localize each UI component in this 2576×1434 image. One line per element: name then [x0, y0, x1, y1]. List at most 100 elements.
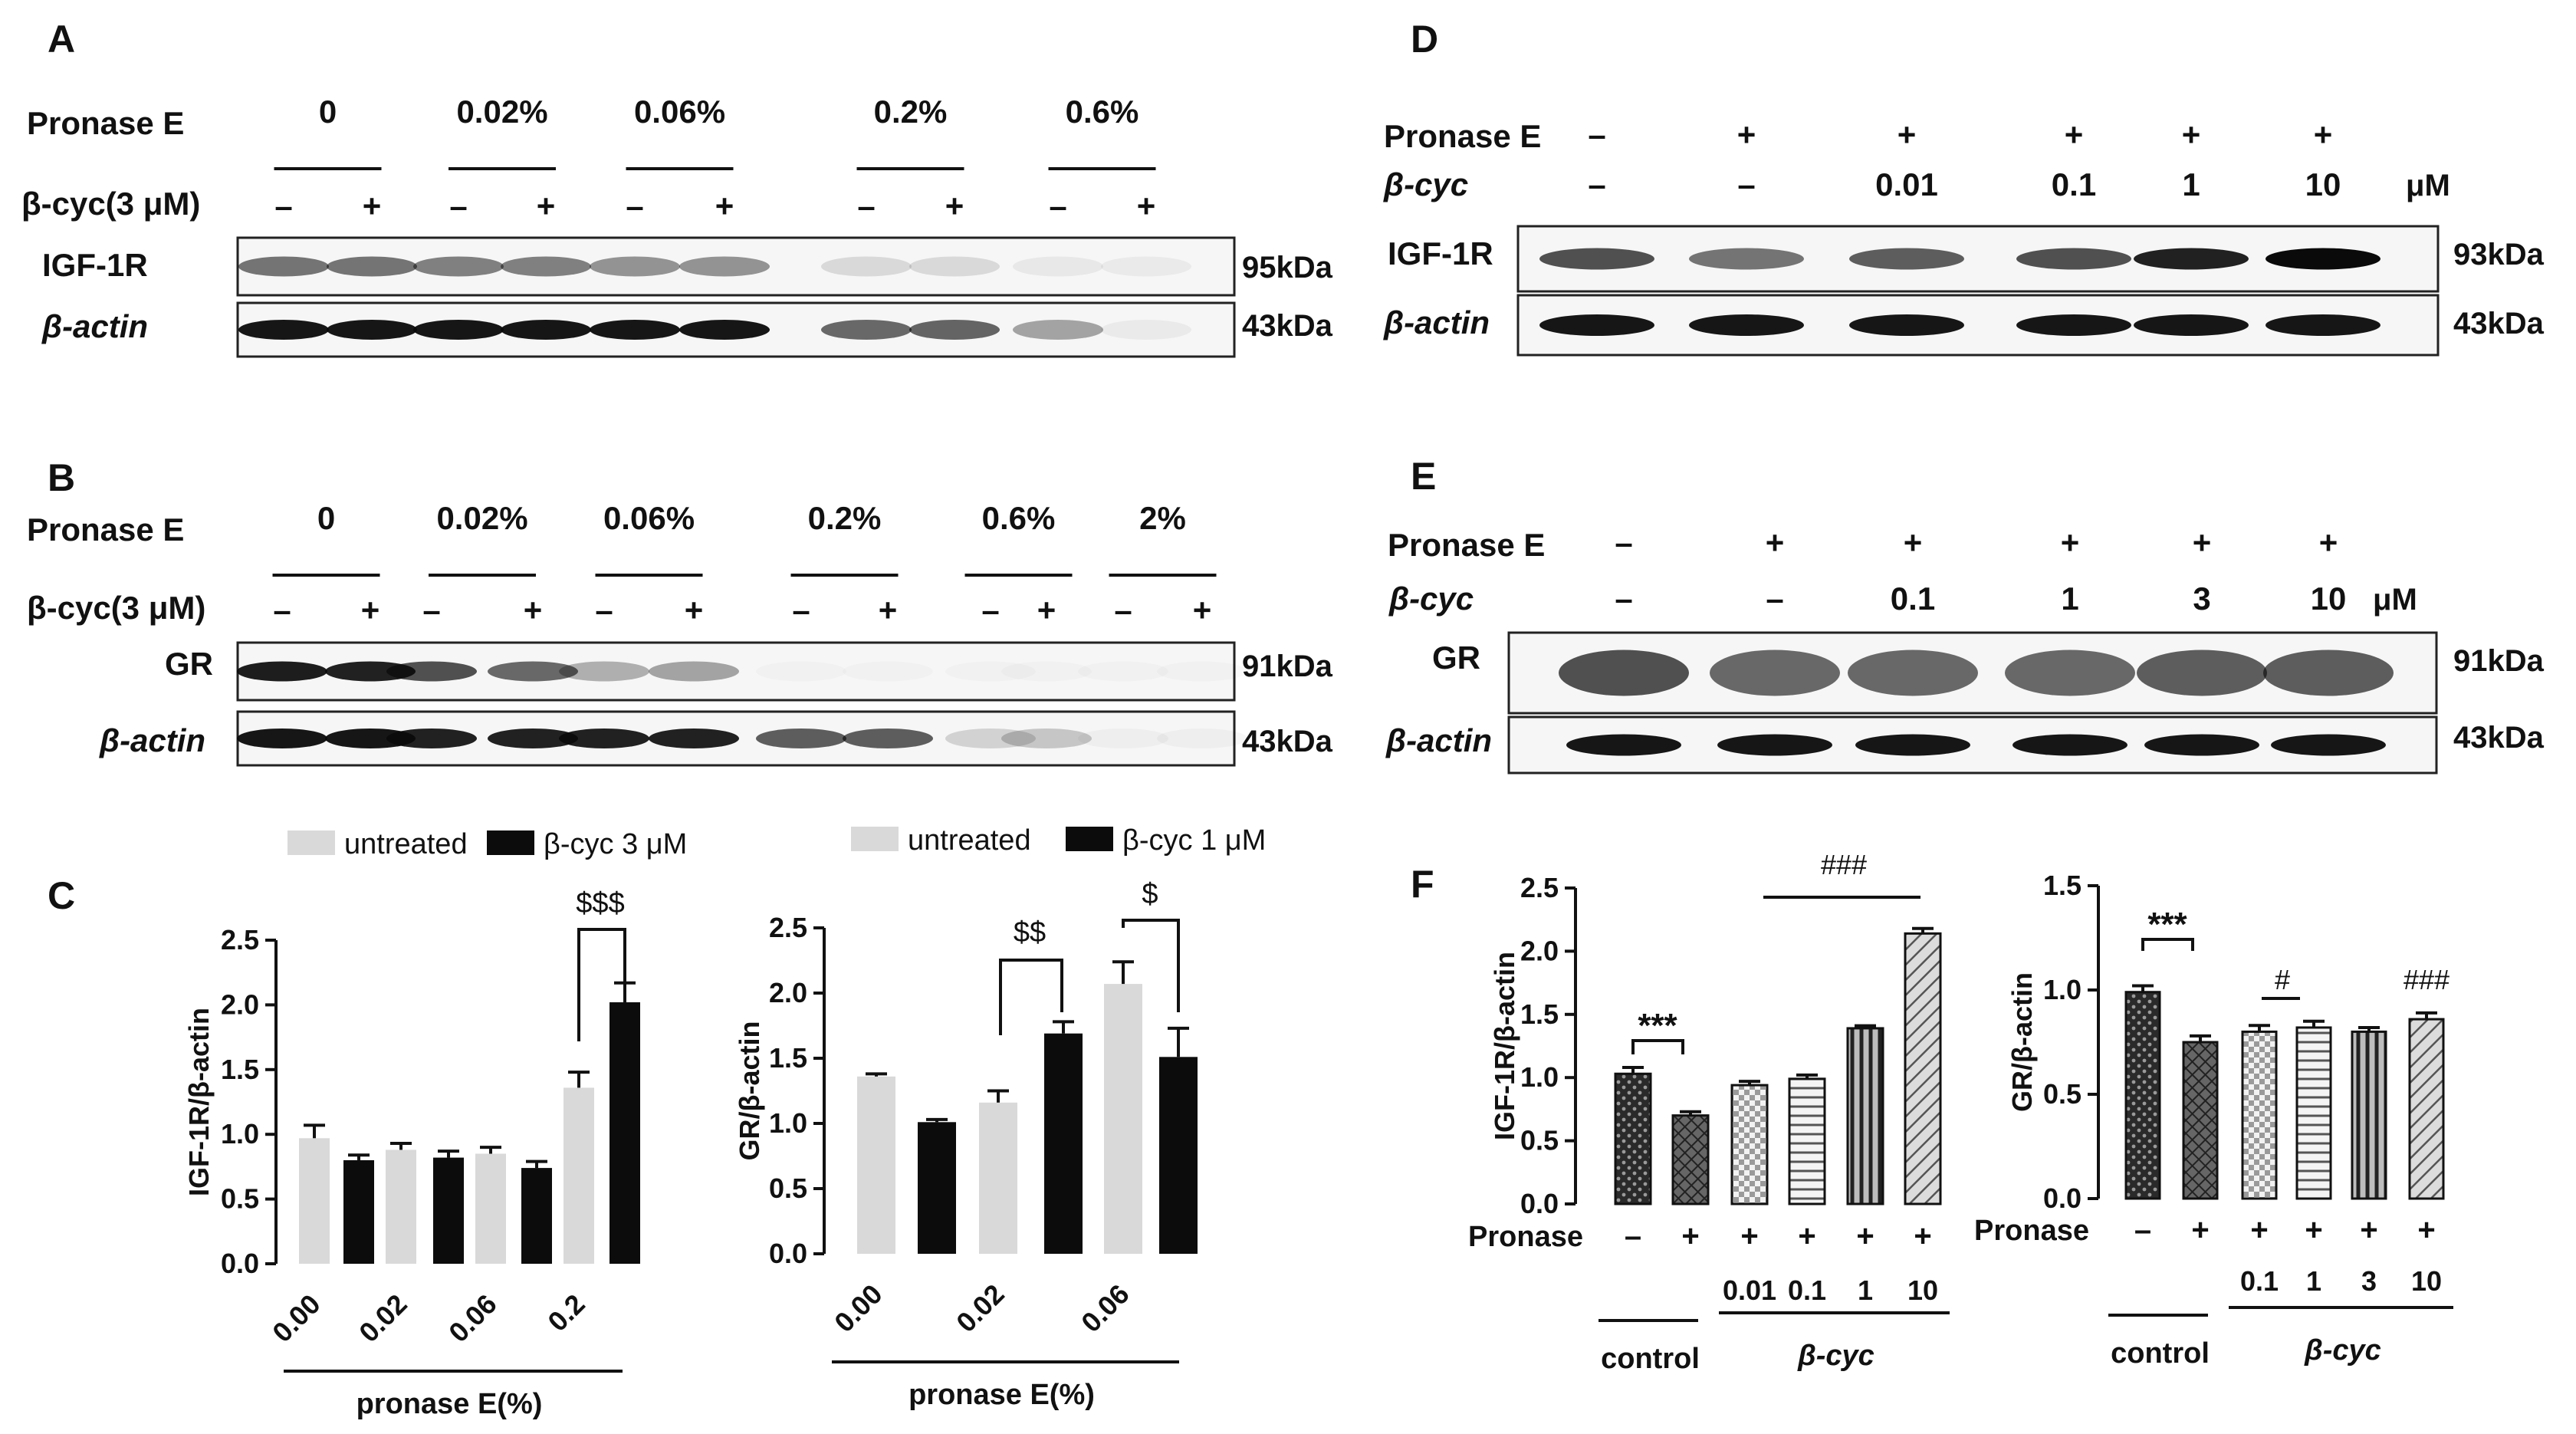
blot-band [386, 661, 477, 682]
blot-band [756, 662, 846, 682]
pronase-sign: + [1856, 1219, 1874, 1253]
blot-b: 0 0.02% 0.06% 0.2% 0.6% 2% – + – + – + – + – + – + [236, 500, 1247, 767]
y-tick-label: 2.5 [1520, 872, 1559, 903]
blot-row-label: β-actin [1385, 722, 1492, 758]
y-tick-label: 1.5 [221, 1054, 259, 1085]
dose-label: 3 [2193, 581, 2210, 617]
blot-band [237, 729, 327, 748]
blot-band [679, 320, 770, 340]
dose-label: 1 [2061, 581, 2078, 617]
significance-bracket [1122, 919, 1180, 1012]
y-tick-label: 2.5 [221, 924, 259, 955]
blot-band [1559, 650, 1689, 696]
protease-label: Pronase E [27, 511, 184, 548]
bar [475, 1153, 506, 1264]
pronase-sign: – [1625, 1219, 1641, 1253]
bar [2295, 1026, 2332, 1200]
significance-mark: ### [1821, 849, 1867, 880]
blot-band [2266, 248, 2380, 270]
y-axis-label: IGF-1R/β-actin [183, 1008, 215, 1196]
bar [521, 1168, 552, 1264]
dose-label: 10 [1907, 1274, 1938, 1306]
treatment-sign: – [1114, 592, 1132, 628]
dose-unit: μM [2373, 583, 2417, 617]
blot-band [1539, 314, 1654, 336]
blot-row-label: IGF-1R [42, 247, 148, 283]
bar [979, 1102, 1017, 1254]
y-tick-label: 2.0 [221, 988, 259, 1020]
pronase-sign: + [1798, 1219, 1815, 1253]
blot-row-label: β-actin [41, 308, 148, 344]
dose-label: 1 [2306, 1265, 2321, 1297]
y-tick-label: 1.0 [1520, 1061, 1559, 1093]
concentration-label: 2% [1139, 500, 1186, 536]
blot-band [1078, 662, 1168, 682]
protease-label: Pronase E [1388, 527, 1545, 563]
panel-e: E Pronase E β-cyc μM GR β-actin 91kDa 43… [1385, 455, 2545, 775]
blot-band [756, 729, 846, 748]
bar [2124, 991, 2161, 1200]
x-tick-label: 0.00 [266, 1288, 327, 1349]
blot-band [909, 256, 1000, 277]
significance-bracket [1631, 1039, 1684, 1054]
blot-band [2016, 314, 2131, 336]
blot-band [843, 662, 933, 682]
bar [1614, 1072, 1652, 1205]
y-tick-label: 0.5 [2043, 1078, 2082, 1110]
bar [386, 1150, 416, 1264]
y-tick-label: 1.0 [221, 1118, 259, 1150]
treatment-sign: + [363, 188, 382, 224]
dose-label: 1 [1858, 1274, 1873, 1306]
blot-band [590, 256, 680, 277]
group-label-control: control [2111, 1337, 2210, 1370]
blot-band [1001, 729, 1092, 748]
y-tick-label: 0.0 [221, 1248, 259, 1279]
concentration-label: 0.06% [634, 94, 725, 130]
legend-label: β-cyc 1 μM [1122, 824, 1266, 857]
blot-band [1013, 256, 1103, 277]
blot-band [1717, 734, 1832, 756]
dose-label: 0.01 [1875, 166, 1938, 202]
blot-band [2016, 248, 2131, 270]
legend-swatch [851, 827, 899, 851]
blot-band [501, 320, 591, 340]
y-tick-label: 2.0 [769, 977, 807, 1008]
significance-bracket [999, 959, 1063, 1035]
bar [857, 1076, 895, 1254]
mw-label: 93kDa [2453, 238, 2545, 271]
blot-band [1539, 248, 1654, 270]
dose-label: – [1737, 166, 1755, 202]
pronase-sign: + [2319, 525, 2338, 561]
dose-label: 10 [2305, 166, 2341, 202]
blot-band [2144, 734, 2259, 756]
pronase-sign: + [1740, 1219, 1758, 1253]
dose-label: 0.1 [1891, 581, 1935, 617]
concentration-label: 0 [317, 500, 335, 536]
chart-f-left: 0.0 0.5 1.0 1.5 2.0 2.5 IGF-1R/β-actin – + +0.01 +… [1468, 849, 1950, 1375]
treatment-label: β-cyc [1383, 166, 1468, 202]
bar [1104, 984, 1142, 1254]
mw-label: 91kDa [2453, 644, 2545, 678]
legend-label: untreated [908, 824, 1031, 857]
y-tick-label: 1.5 [769, 1042, 807, 1074]
blot-band [488, 661, 578, 682]
blot-band [679, 256, 770, 277]
blot-band [1689, 314, 1804, 336]
y-tick-label: 1.5 [1520, 998, 1559, 1030]
treatment-sign: – [981, 592, 999, 628]
x-axis-label: pronase E(%) [356, 1388, 543, 1420]
x-tick-label: 0.06 [442, 1288, 503, 1349]
blot-band [1101, 320, 1191, 340]
blot-band [413, 320, 504, 340]
blot-band [2137, 650, 2267, 696]
pronase-sign: + [2061, 525, 2080, 561]
panel-c: C 0.0 0.5 1.0 1.5 2.0 2.5 IGF-1R/β-actin untrea… [48, 824, 1266, 1420]
blot-band [386, 729, 477, 748]
pronase-sign: + [2191, 1213, 2209, 1247]
y-tick-label: 0.0 [1520, 1188, 1559, 1219]
bar [1671, 1114, 1710, 1205]
blot-band [1157, 662, 1247, 682]
treatment-sign: – [626, 188, 643, 224]
pronase-sign: + [1914, 1219, 1931, 1253]
bar [1159, 1057, 1198, 1254]
